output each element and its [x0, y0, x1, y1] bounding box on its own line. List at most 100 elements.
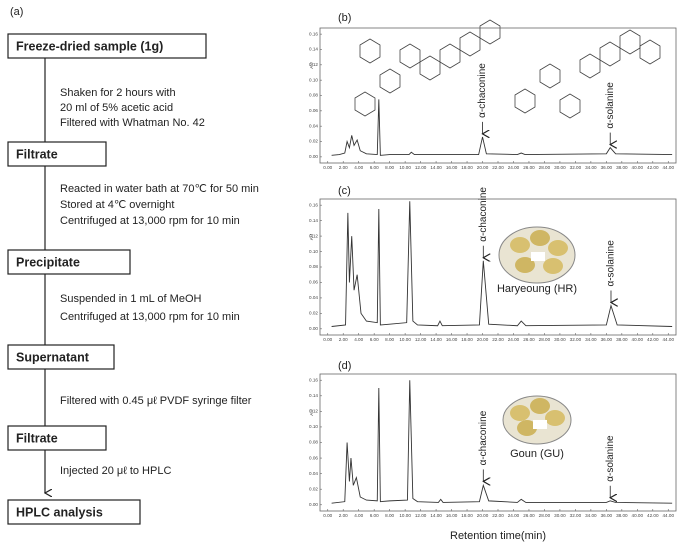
x-tick-label: 0.00: [323, 337, 332, 342]
x-tick-label: 22.00: [492, 165, 504, 170]
annotation: α-solanine: [606, 240, 617, 287]
x-tick-label: 44.00: [663, 165, 675, 170]
chromatogram: (c) AU 0.00 0.02 0.04 0.06 0.08 0.10 0.12 0.14 0.1…: [309, 185, 677, 342]
annotation: α-chaconine: [477, 63, 488, 118]
x-tick-label: 30.00: [554, 337, 566, 342]
x-tick-label: 18.00: [461, 165, 473, 170]
chromatogram: (d) AU 0.00 0.02 0.04 0.06 0.08 0.10 0.12 0.14 0.1…: [309, 360, 677, 542]
flow-step: Stored at 4℃ overnight: [60, 199, 174, 211]
trace: [331, 201, 673, 327]
y-axis-label: AU: [309, 62, 314, 68]
y-tick-label: 0.02: [309, 486, 318, 491]
x-tick-label: 34.00: [585, 337, 597, 342]
flow-step: Centrifuged at 13,000 rpm for 10 min: [60, 311, 240, 323]
y-tick-label: 0.14: [309, 393, 318, 398]
y-tick-label: 0.10: [309, 77, 318, 82]
y-tick-label: 0.10: [309, 249, 318, 254]
flow-step: Injected 20 μℓ to HPLC: [60, 465, 171, 477]
x-tick-label: 14.00: [430, 165, 442, 170]
flow-box-label: Supernatant: [16, 350, 90, 364]
x-tick-label: 12.00: [415, 513, 427, 518]
flow-box: [7, 499, 141, 525]
plot-frame: [319, 198, 677, 336]
x-tick-label: 10.00: [399, 165, 411, 170]
x-tick-label: 24.00: [508, 337, 520, 342]
x-tick-label: 12.00: [415, 165, 427, 170]
x-tick-label: 38.00: [616, 337, 628, 342]
y-tick-label: 0.14: [309, 47, 318, 52]
x-tick-label: 16.00: [446, 513, 458, 518]
x-tick-label: 36.00: [601, 513, 613, 518]
x-tick-label: 40.00: [632, 513, 644, 518]
y-tick-label: 0.04: [309, 295, 318, 300]
x-tick-label: 20.00: [477, 165, 489, 170]
y-tick-label: 0.06: [309, 108, 318, 113]
y-tick-label: 0.12: [309, 62, 318, 67]
flow-box: [7, 33, 207, 59]
x-tick-label: 24.00: [508, 513, 520, 518]
x-tick-label: 42.00: [647, 513, 659, 518]
x-tick-label: 4.00: [354, 337, 363, 342]
x-tick-label: 0.00: [323, 513, 332, 518]
x-tick-label: 22.00: [492, 513, 504, 518]
y-tick-label: 0.00: [309, 326, 318, 331]
y-tick-label: 0.02: [309, 311, 318, 316]
x-tick-label: 38.00: [616, 165, 628, 170]
trace: [331, 380, 673, 504]
x-tick-label: 26.00: [523, 513, 535, 518]
x-tick-label: 14.00: [430, 337, 442, 342]
x-tick-label: 44.00: [663, 337, 675, 342]
annotation: α-solanine: [605, 82, 616, 129]
x-tick-label: 8.00: [385, 513, 394, 518]
flow-step: Shaken for 2 hours with: [60, 87, 176, 99]
annotation: α-chaconine: [478, 187, 489, 242]
trace: [331, 99, 673, 156]
panel-label: (d): [338, 360, 351, 372]
x-tick-label: 36.00: [601, 337, 613, 342]
chromatogram: (b) AU 0.00 0.02 0.04 0.06 0.08 0.10 0.12 0.14 0.1…: [309, 12, 677, 170]
x-tick-label: 4.00: [354, 165, 363, 170]
x-tick-label: 8.00: [385, 337, 394, 342]
x-tick-label: 34.00: [585, 513, 597, 518]
x-tick-label: 32.00: [570, 165, 582, 170]
sample-label: Goun (GU): [510, 448, 564, 460]
annotation: α-solanine: [605, 435, 616, 482]
x-tick-label: 36.00: [601, 165, 613, 170]
y-tick-label: 0.08: [309, 264, 318, 269]
panel-label: (b): [338, 12, 351, 24]
x-tick-label: 6.00: [370, 513, 379, 518]
y-tick-label: 0.10: [309, 424, 318, 429]
y-tick-label: 0.14: [309, 218, 318, 223]
flow-box-label: Filtrate: [16, 431, 58, 445]
flow-step: Centrifuged at 13,000 rpm for 10 min: [60, 215, 240, 227]
x-tick-label: 26.00: [523, 337, 535, 342]
y-tick-label: 0.08: [309, 93, 318, 98]
potato-photo: [502, 395, 572, 445]
flow-box-label: Freeze-dried sample (1g): [16, 39, 163, 53]
y-tick-label: 0.00: [309, 154, 318, 159]
flow-step: Filtered with 0.45 μℓ PVDF syringe filte…: [60, 395, 252, 407]
y-tick-label: 0.00: [309, 502, 318, 507]
flow-box: [7, 425, 107, 451]
y-tick-label: 0.12: [309, 409, 318, 414]
x-tick-label: 42.00: [647, 165, 659, 170]
x-tick-label: 6.00: [370, 337, 379, 342]
y-tick-label: 0.04: [309, 471, 318, 476]
sample-label: Haryeoung (HR): [497, 283, 577, 295]
x-tick-label: 40.00: [632, 337, 644, 342]
x-tick-label: 18.00: [461, 337, 473, 342]
flow-step: 20 ml of 5% acetic acid: [60, 102, 173, 114]
panel-label: (a): [10, 6, 23, 18]
x-tick-label: 0.00: [323, 165, 332, 170]
x-tick-label: 18.00: [461, 513, 473, 518]
y-axis-label: AU: [309, 409, 314, 415]
x-tick-label: 2.00: [339, 165, 348, 170]
x-tick-label: 10.00: [399, 513, 411, 518]
plot-frame: [319, 27, 677, 164]
y-tick-label: 0.16: [309, 202, 318, 207]
flow-box-label: HPLC analysis: [16, 505, 103, 519]
y-tick-label: 0.16: [309, 31, 318, 36]
plot-frame: [319, 373, 677, 512]
y-tick-label: 0.06: [309, 455, 318, 460]
